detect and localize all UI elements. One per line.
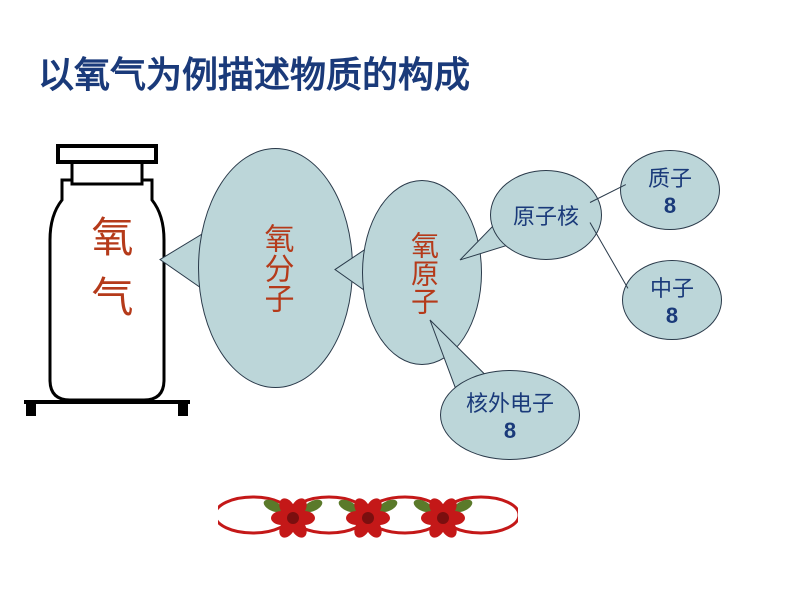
neutron-label: 中子 xyxy=(650,271,694,303)
decorative-ornament xyxy=(218,478,518,552)
atom-label: 氧原子 xyxy=(402,231,442,315)
neutron-bubble: 中子 8 xyxy=(622,260,722,340)
electron-bubble: 核外电子 8 xyxy=(440,370,580,460)
neutron-count: 8 xyxy=(666,303,678,329)
molecule-label: 氧分子 xyxy=(254,223,298,313)
bottle-label: 氧气 xyxy=(78,215,139,335)
nucleus-label: 原子核 xyxy=(513,199,579,231)
connector-line xyxy=(590,222,629,288)
molecule-bubble: 氧分子 xyxy=(198,148,353,388)
electron-label: 核外电子 xyxy=(466,386,554,418)
page-title: 以氧气为例描述物质的构成 xyxy=(38,46,470,98)
proton-count: 8 xyxy=(664,193,676,219)
proton-label: 质子 xyxy=(648,161,692,193)
proton-bubble: 质子 8 xyxy=(620,150,720,230)
electron-count: 8 xyxy=(504,418,516,444)
nucleus-bubble: 原子核 xyxy=(490,170,602,260)
